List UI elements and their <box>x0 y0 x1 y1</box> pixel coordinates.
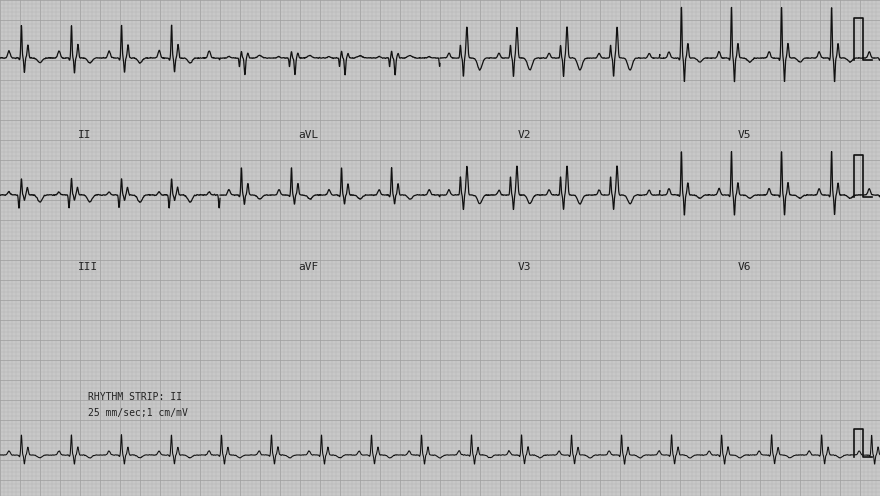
Text: V2: V2 <box>518 130 532 140</box>
Text: II: II <box>78 130 92 140</box>
Text: RHYTHM STRIP: II: RHYTHM STRIP: II <box>88 392 182 402</box>
Text: V6: V6 <box>738 262 752 272</box>
Text: V3: V3 <box>518 262 532 272</box>
Text: V5: V5 <box>738 130 752 140</box>
Text: aVL: aVL <box>298 130 319 140</box>
Text: 25 mm/sec;1 cm/mV: 25 mm/sec;1 cm/mV <box>88 408 187 418</box>
Text: aVF: aVF <box>298 262 319 272</box>
Text: III: III <box>78 262 99 272</box>
